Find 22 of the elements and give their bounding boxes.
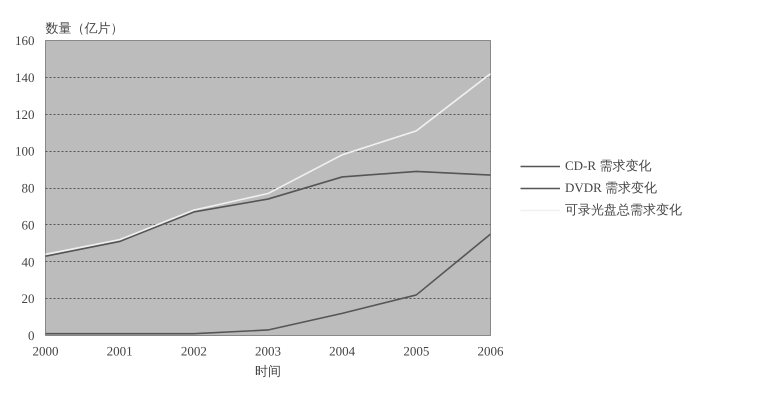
x-tick-label: 2004 [329,344,356,358]
legend-label: 可录光盘总需求变化 [565,200,682,218]
x-tick-label: 2002 [180,344,207,358]
y-tick-label: 80 [22,180,34,196]
line-series [46,72,490,256]
x-tick-label: 2003 [255,344,281,358]
y-tick-label: 120 [15,106,34,122]
x-tick-label: 2006 [478,344,504,358]
y-tick-label: 40 [22,254,34,270]
legend-label: CD-R 需求变化 [565,156,652,174]
x-tick-label: 2001 [106,344,133,358]
x-tick-label: 2005 [403,344,430,358]
x-tick-label: 2000 [32,344,58,358]
legend-label: DVDR 需求变化 [565,178,658,196]
y-tick-label: 20 [22,291,34,306]
y-tick-label: 160 [15,33,34,48]
x-axis-title: 时间 [255,364,281,378]
y-axis-title: 数量（亿片） [46,20,124,36]
y-tick-label: 100 [15,144,34,159]
y-tick-label: 140 [15,70,34,85]
y-tick-label: 60 [22,217,34,232]
y-tick-label: 0 [28,328,34,343]
